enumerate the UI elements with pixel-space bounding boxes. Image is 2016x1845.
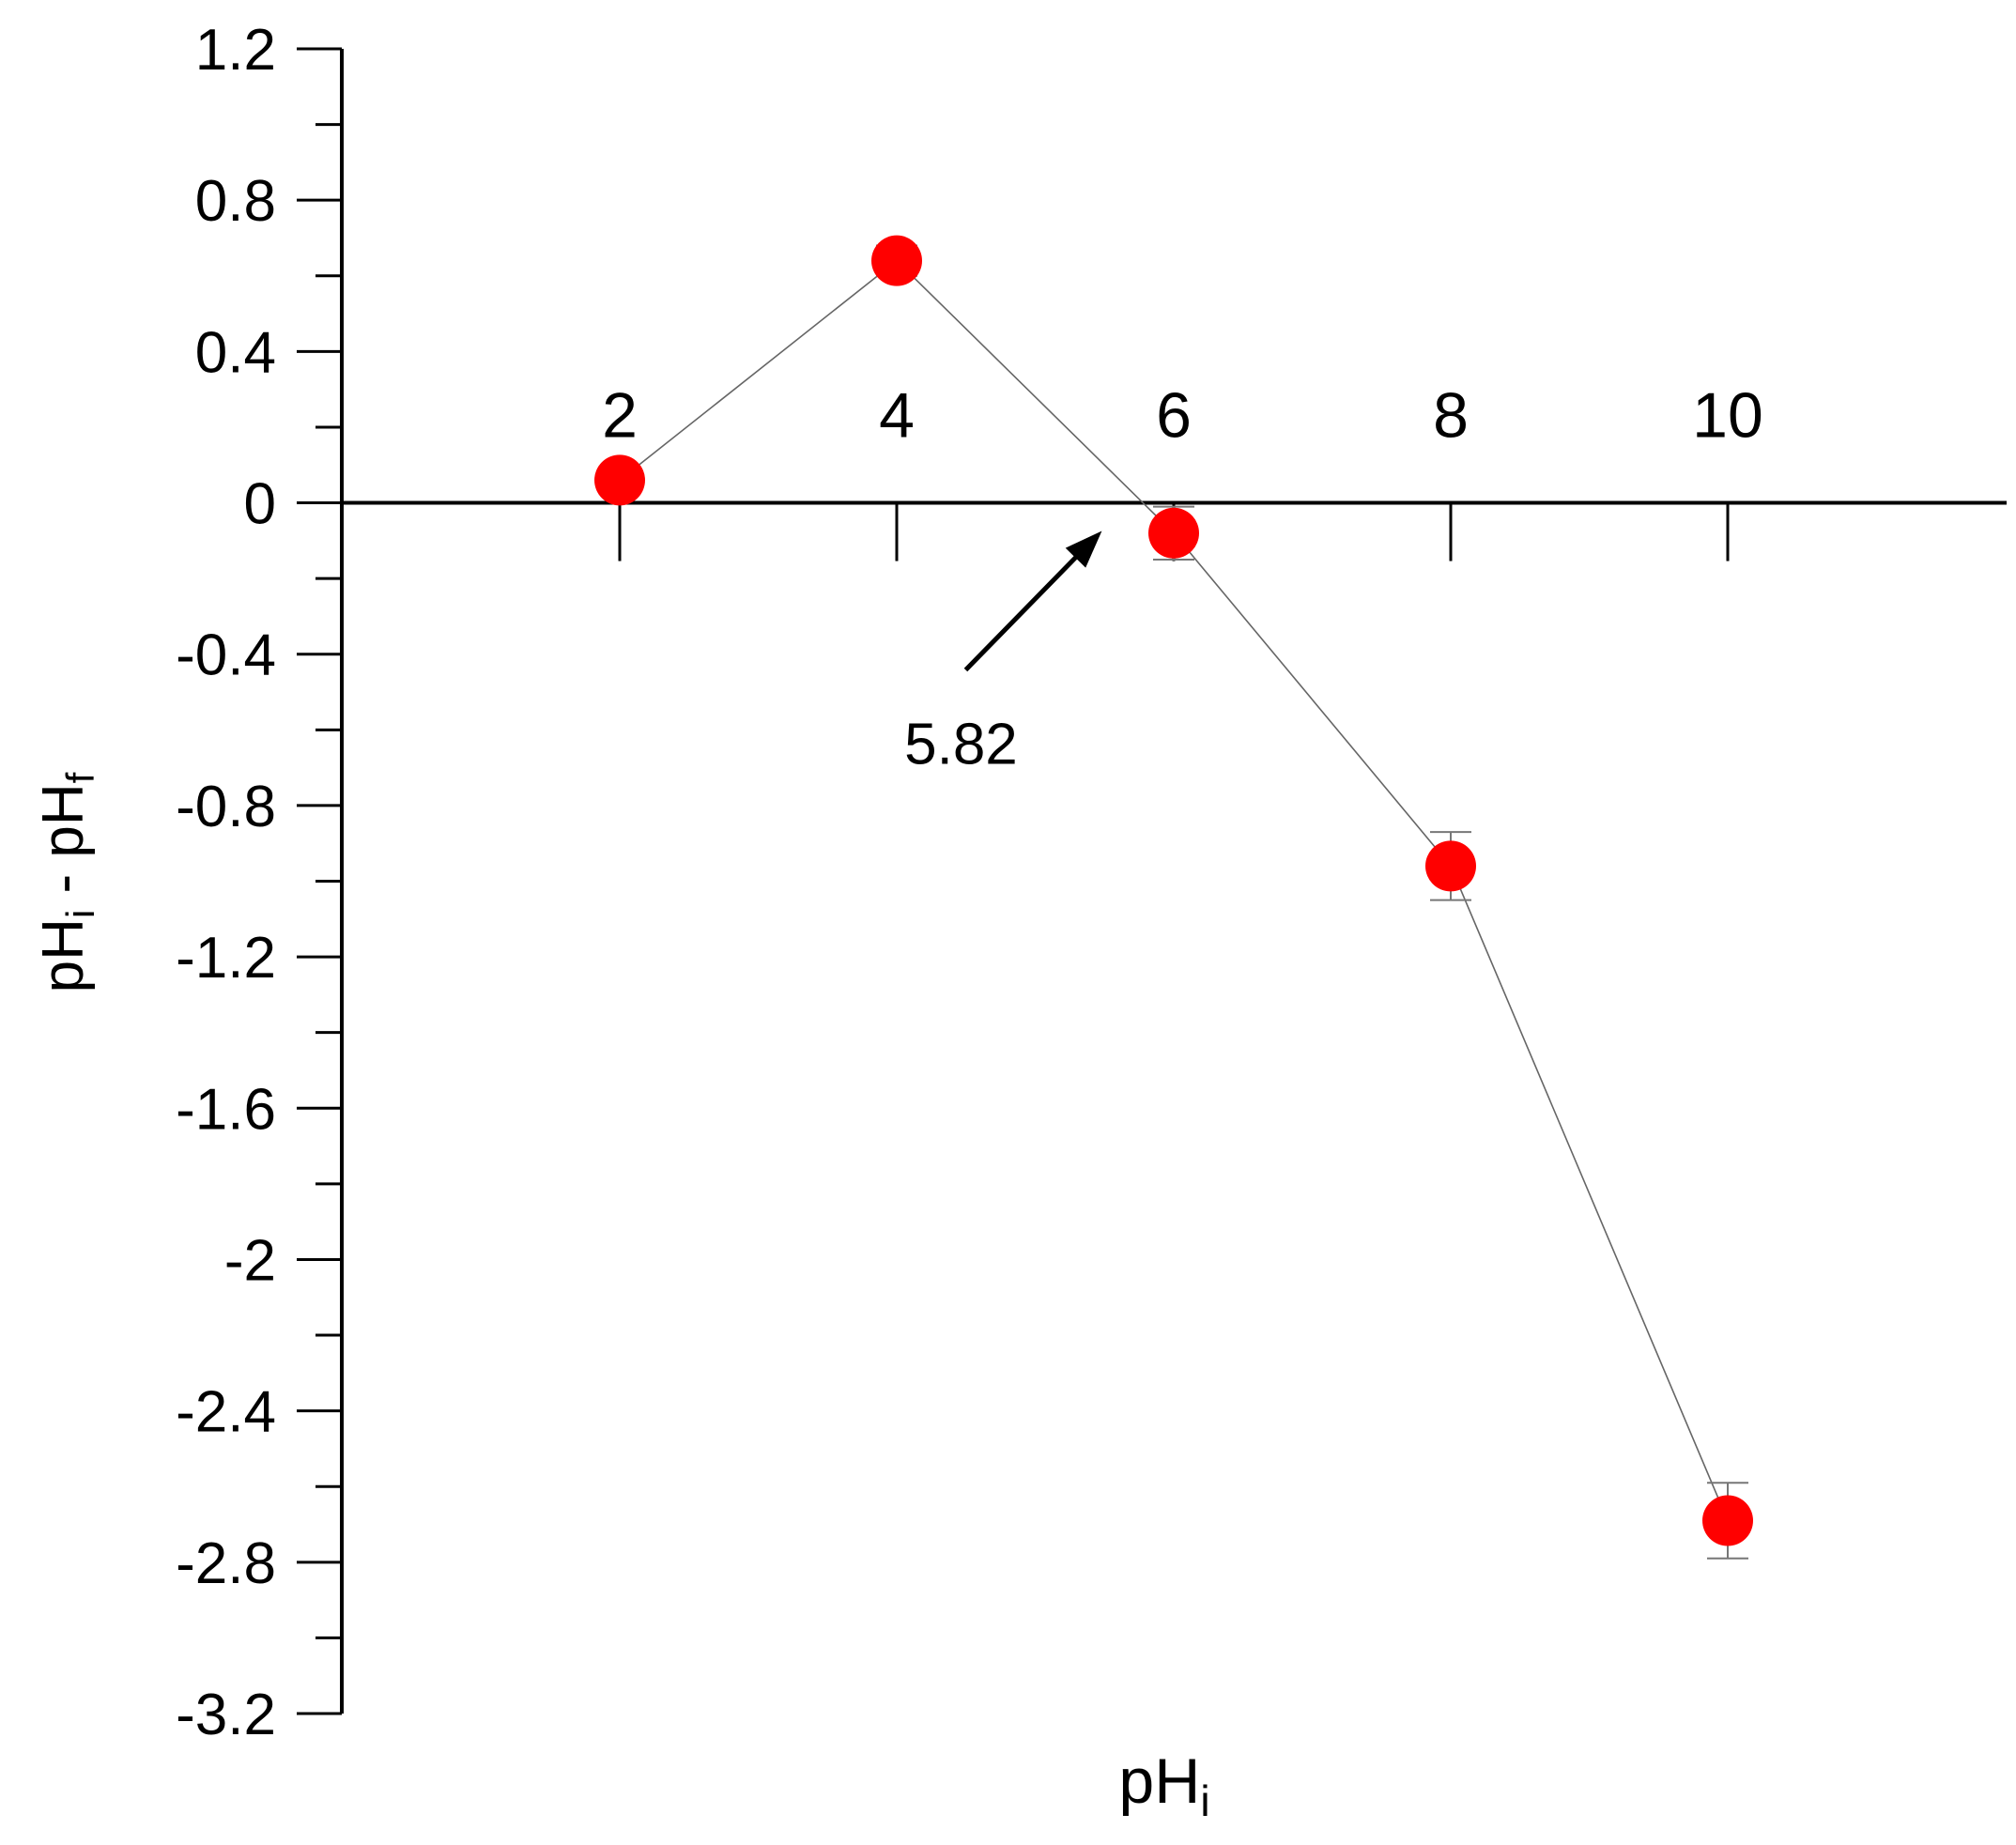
data-point-group [1425, 831, 1476, 901]
y-tick-label: -2 [224, 1228, 276, 1293]
y-tick-label: 0 [244, 472, 276, 537]
x-axis-title-sub: i [1200, 1776, 1209, 1825]
data-point [1702, 1495, 1753, 1546]
y-tick-label: -0.4 [176, 623, 276, 688]
y-axis-title-main: pH [31, 918, 96, 992]
y-tick-label: 0.8 [195, 169, 276, 234]
y-tick-label: -1.6 [176, 1077, 276, 1142]
data-point [1425, 840, 1476, 892]
data-point-group [871, 235, 922, 286]
y-tick-label: -1.2 [176, 926, 276, 991]
annotation: 5.82 [904, 530, 1102, 777]
y-axis-title-sub-i: i [58, 910, 102, 918]
y-tick-label: -2.8 [176, 1531, 276, 1596]
annotation-arrow-head [1065, 530, 1102, 568]
x-axis-title: pHi [1118, 1745, 1209, 1825]
annotation-arrow-shaft [963, 544, 1089, 672]
y-tick-label: -3.2 [176, 1683, 276, 1747]
y-axis-title: pHi - pHf [31, 772, 102, 992]
annotation-label: 5.82 [904, 713, 1018, 777]
x-tick-label: 4 [879, 380, 915, 452]
data-point [594, 454, 645, 506]
x-tick-label: 6 [1156, 380, 1192, 452]
y-axis: 1.2 0.8 0.4 0 -0.4 -0.8 -1.2 -1.6 -2 -2.4 -2.8 -3.2 [176, 18, 344, 1747]
data-point-group [594, 454, 645, 506]
data-point-group [1702, 1482, 1753, 1560]
data-point-group [1148, 505, 1199, 561]
data-point [1148, 507, 1199, 559]
y-tick-label: -2.4 [176, 1380, 276, 1445]
x-tick-label: 2 [602, 380, 638, 452]
data-point [871, 235, 922, 286]
x-tick-label: 10 [1692, 380, 1763, 452]
series [594, 235, 1753, 1560]
y-tick-label: -0.8 [176, 775, 276, 839]
x-tick-label: 8 [1433, 380, 1469, 452]
x-axis-title-main: pH [1118, 1745, 1200, 1817]
y-axis-title-mid: - pH [31, 783, 96, 909]
y-tick-label: 0.4 [195, 320, 276, 385]
y-tick-label: 1.2 [195, 18, 276, 83]
y-axis-title-sub-f: f [58, 772, 102, 783]
